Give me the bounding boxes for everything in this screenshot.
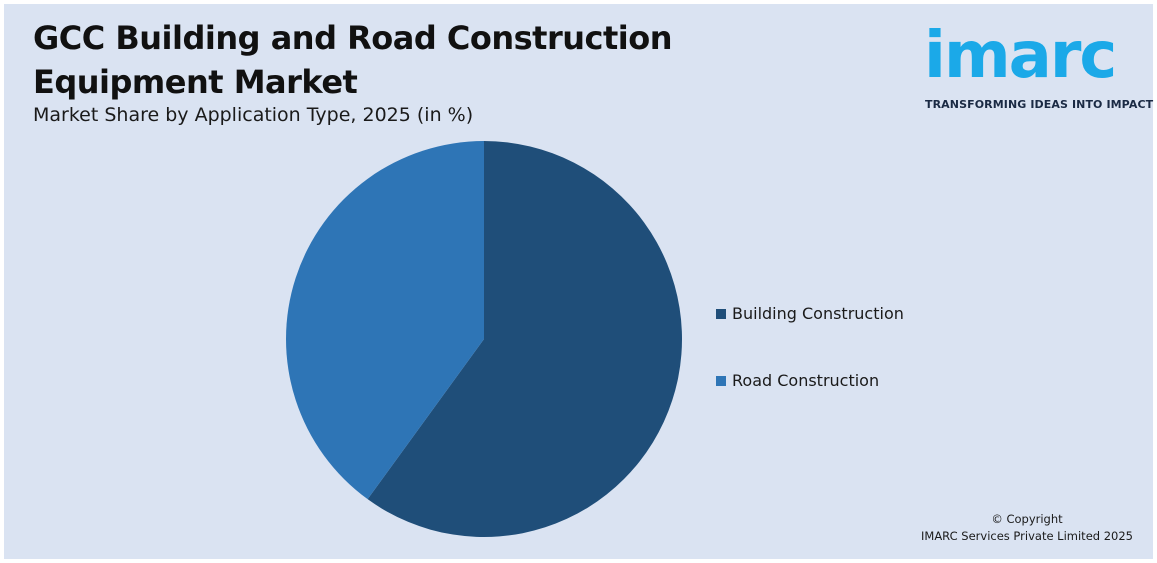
title-line-2: Equipment Market [33,63,358,101]
title-line-1: GCC Building and Road Construction [33,19,673,57]
copyright-line-1: © Copyright [991,512,1063,526]
pie-chart [286,141,682,537]
imarc-logo: imarc TRANSFORMING IDEAS INTO IMPACT [916,14,1153,114]
legend-item-road: Road Construction [716,371,879,390]
chart-subtitle: Market Share by Application Type, 2025 (… [33,104,474,126]
pie-slice-building-construction [367,141,682,537]
legend-swatch-building [716,308,726,319]
legend-swatch-road [716,375,726,386]
legend-label-building: Building Construction [732,304,904,323]
logo-tagline: TRANSFORMING IDEAS INTO IMPACT [925,98,1154,111]
chart-panel: GCC Building and Road Construction Equip… [4,4,1153,559]
copyright-notice: © Copyright IMARC Services Private Limit… [921,511,1133,545]
pie-slice-road-construction [286,141,484,500]
copyright-line-2: IMARC Services Private Limited 2025 [921,529,1133,543]
chart-title: GCC Building and Road Construction Equip… [33,16,673,104]
legend-label-road: Road Construction [732,371,880,390]
logo-wordmark: imarc [924,19,1117,93]
legend-item-building: Building Construction [716,304,904,323]
